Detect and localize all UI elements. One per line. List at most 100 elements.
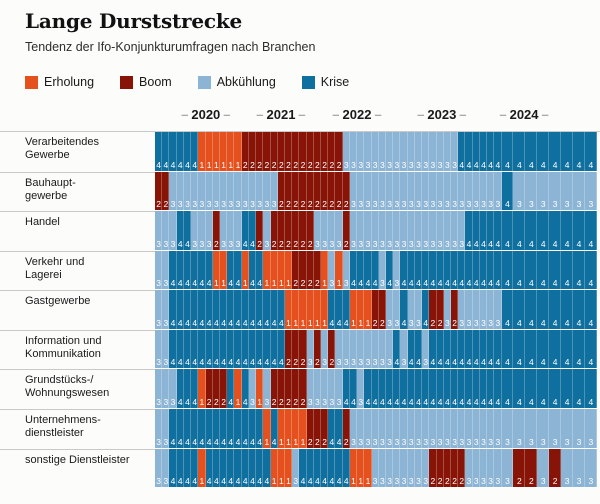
heatmap-cell: 3 — [270, 171, 278, 211]
heatmap-cell: 3 — [422, 171, 430, 211]
heatmap-cell: 1 — [263, 250, 271, 290]
heatmap-cell: 2 — [284, 211, 293, 250]
heatmap-cell: 4 — [162, 132, 170, 171]
heatmap-cell: 4 — [155, 132, 163, 171]
heatmap-cell: 4 — [227, 408, 235, 448]
heatmap-cell: 4 — [219, 329, 228, 369]
heatmap-cell: 4 — [270, 290, 278, 329]
heatmap-cell: 4 — [191, 408, 199, 448]
heatmap-cell: 3 — [494, 408, 502, 448]
heatmap-cell: 3 — [321, 329, 329, 369]
heatmap-cell: 3 — [479, 408, 488, 448]
page-subtitle: Tendenz der Ifo-Konjunkturumfragen nach … — [25, 40, 316, 54]
heatmap-cell: 3 — [436, 132, 444, 171]
heatmap-cell: 4 — [472, 211, 480, 250]
legend-label: Boom — [139, 75, 172, 89]
heatmap-cell: 4 — [513, 329, 526, 369]
heatmap-cell: 4 — [198, 329, 206, 369]
heatmap-cell: 2 — [306, 250, 314, 290]
heatmap-cell: 3 — [513, 171, 526, 211]
heatmap-cell: 4 — [525, 211, 538, 250]
heatmap-cell: 4 — [393, 329, 401, 369]
heatmap-cell: 3 — [155, 211, 163, 250]
heatmap-cell: 3 — [561, 408, 574, 448]
heatmap-cell: 3 — [342, 132, 350, 171]
heatmap-cell: 4 — [183, 408, 192, 448]
heatmap-cell: 2 — [299, 250, 307, 290]
legend-label: Erholung — [44, 75, 95, 89]
heatmap-cell: 4 — [205, 290, 213, 329]
heatmap-cell: 3 — [561, 171, 574, 211]
heatmap-cell: 1 — [292, 290, 300, 329]
heatmap-cell: 4 — [248, 211, 257, 250]
heatmap-cell: 1 — [349, 448, 358, 488]
heatmap-cell: 2 — [306, 171, 314, 211]
heatmap-cell: 4 — [183, 369, 192, 408]
heatmap-row: Gastgewerbe 3 3 4 4 4 4 4 4 4 4 4 4 4 4 4 4 4 4 1 1 1 1 1 1 4 4 4 1 1… — [0, 290, 600, 330]
heatmap-cell: 3 — [513, 408, 526, 448]
heatmap-row: Grundstücks-/Wohnungswesen 3 3 3 4 4 4 1 2 2 2 4 1 4 3… — [0, 369, 600, 409]
heatmap-cell: 3 — [292, 448, 300, 488]
heatmap-cell: 1 — [306, 290, 314, 329]
heatmap-cell: 2 — [292, 250, 300, 290]
row-label: Information und Kommunikation — [0, 329, 155, 370]
heatmap-cell: 3 — [162, 329, 170, 369]
heatmap-cell: 3 — [162, 290, 170, 329]
heatmap-cell: 3 — [386, 132, 394, 171]
heatmap-cell: 4 — [241, 448, 249, 488]
heatmap-cell: 4 — [205, 408, 213, 448]
heatmap-cell: 3 — [263, 369, 271, 408]
row-label: Grundstücks-/Wohnungswesen — [0, 369, 155, 409]
heatmap-cell: 2 — [162, 171, 170, 211]
heatmap-cell: 2 — [292, 211, 300, 250]
heatmap-cell: 4 — [501, 290, 514, 329]
heatmap-cell: 3 — [573, 448, 585, 488]
heatmap-cell: 3 — [465, 290, 473, 329]
heatmap-cell: 4 — [414, 329, 423, 369]
heatmap-cell: 4 — [525, 250, 538, 290]
heatmap-cell: 2 — [313, 250, 322, 290]
heatmap-cell: 3 — [155, 329, 163, 369]
heatmap-cell: 3 — [573, 408, 585, 448]
heatmap-cell: 2 — [292, 132, 300, 171]
heatmap-cell: 3 — [414, 171, 423, 211]
heatmap-cell: 3 — [537, 171, 550, 211]
heatmap-cell: 3 — [450, 408, 459, 448]
heatmap-cell: 2 — [328, 329, 336, 369]
heatmap-cell: 3 — [400, 408, 408, 448]
heatmap-cell: 4 — [407, 369, 415, 408]
heatmap-cell: 3 — [169, 211, 177, 250]
heatmap-cell: 1 — [313, 290, 322, 329]
heatmap-cell: 3 — [436, 408, 444, 448]
heatmap-cell: 4 — [584, 132, 597, 171]
heatmap-cell: 3 — [364, 132, 372, 171]
heatmap-cell: 3 — [378, 132, 386, 171]
heatmap-cell: 3 — [234, 211, 242, 250]
heatmap-cell: 4 — [270, 408, 278, 448]
heatmap-cell: 3 — [414, 408, 423, 448]
heatmap-cell: 4 — [183, 329, 192, 369]
krise-swatch-icon — [301, 75, 315, 89]
heatmap-cell: 3 — [378, 408, 386, 448]
year-axis: –2020– –2021– –2022– –2023– –2024– — [155, 107, 597, 125]
heatmap-cell: 3 — [472, 290, 480, 329]
heatmap-cell: 3 — [169, 369, 177, 408]
heatmap-cell: 3 — [371, 132, 379, 171]
heatmap-cell: 4 — [525, 329, 538, 369]
heatmap-cell: 2 — [155, 171, 163, 211]
heatmap-cell: 1 — [198, 369, 206, 408]
heatmap-cell: 4 — [443, 250, 451, 290]
heatmap-cell: 4 — [191, 329, 199, 369]
erholung-swatch-icon — [25, 75, 38, 89]
heatmap-cell: 3 — [386, 448, 394, 488]
heatmap-cell: 3 — [357, 408, 365, 448]
heatmap-cell: 4 — [191, 369, 199, 408]
heatmap-cell: 3 — [357, 369, 365, 408]
boom-swatch-icon — [120, 75, 134, 89]
heatmap-cell: 3 — [422, 132, 430, 171]
heatmap-cell: 4 — [169, 448, 177, 488]
heatmap-cell: 2 — [270, 369, 278, 408]
heatmap-cell: 2 — [371, 290, 379, 329]
heatmap-cell: 3 — [248, 369, 257, 408]
